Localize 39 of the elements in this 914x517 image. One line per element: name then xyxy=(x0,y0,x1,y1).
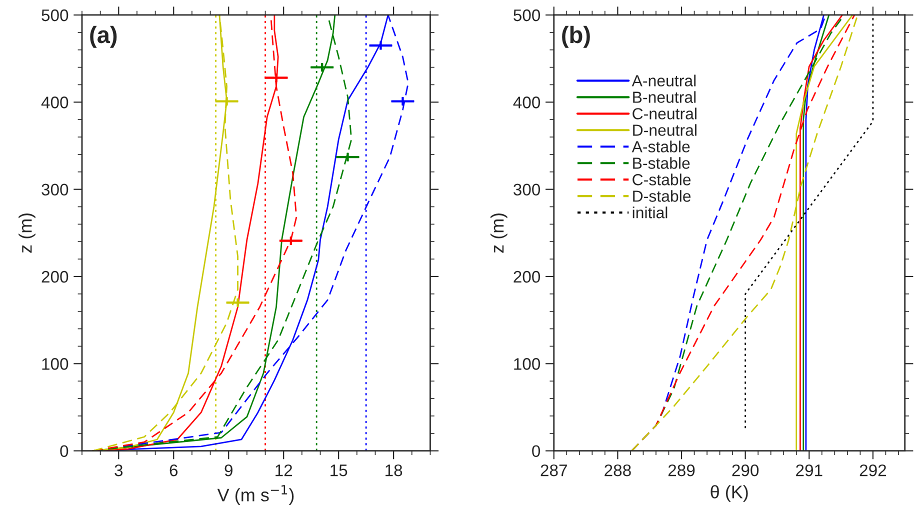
y-tick-label: 0 xyxy=(532,445,540,458)
y-tick-label: 400 xyxy=(513,96,540,108)
x-tick-label: 3 xyxy=(114,464,123,476)
legend-label: initial xyxy=(632,206,668,218)
legend-label: C-stable xyxy=(632,174,691,186)
y-tick-label: 200 xyxy=(514,270,540,283)
y-tick-label: 500 xyxy=(514,9,540,22)
legend-label: C-neutral xyxy=(632,108,696,120)
x-axis-title: θ (K) xyxy=(710,485,748,502)
x-tick-label: 289 xyxy=(668,464,695,476)
y-tick-label: 0 xyxy=(60,445,68,458)
legend-label: D-stable xyxy=(633,190,691,202)
annotation: (b) xyxy=(562,26,590,48)
legend-label: D-neutral xyxy=(633,124,696,136)
x-tick-label: 288 xyxy=(604,464,631,476)
y-tick-label: 100 xyxy=(42,358,68,370)
annotation: (a) xyxy=(90,26,117,48)
y-axis-title: z (m) xyxy=(490,213,508,253)
y-tick-label: 300 xyxy=(514,184,540,196)
legend-label: B-stable xyxy=(633,157,690,169)
y-axis-title: z (m) xyxy=(18,213,36,253)
x-axis-title: V (m s$^{−1}$) xyxy=(217,485,294,505)
x-tick-label: 291 xyxy=(796,464,822,476)
x-tick-label: 15 xyxy=(330,464,348,476)
x-tick-label: 18 xyxy=(386,464,402,476)
x-tick-label: 292 xyxy=(860,464,886,476)
x-tick-label: 287 xyxy=(540,464,567,476)
legend-label: B-neutral xyxy=(633,91,696,103)
legend-label: A-stable xyxy=(632,140,690,152)
x-tick-label: 9 xyxy=(224,464,232,476)
x-tick-label: 12 xyxy=(276,464,292,476)
y-tick-label: 400 xyxy=(41,96,68,108)
y-tick-label: 300 xyxy=(42,184,68,196)
y-tick-label: 200 xyxy=(42,270,68,283)
x-tick-label: 6 xyxy=(170,464,178,476)
y-tick-label: 100 xyxy=(514,358,540,370)
legend-label: A-neutral xyxy=(632,74,696,86)
x-tick-label: 290 xyxy=(732,464,759,476)
y-tick-label: 500 xyxy=(42,9,68,22)
